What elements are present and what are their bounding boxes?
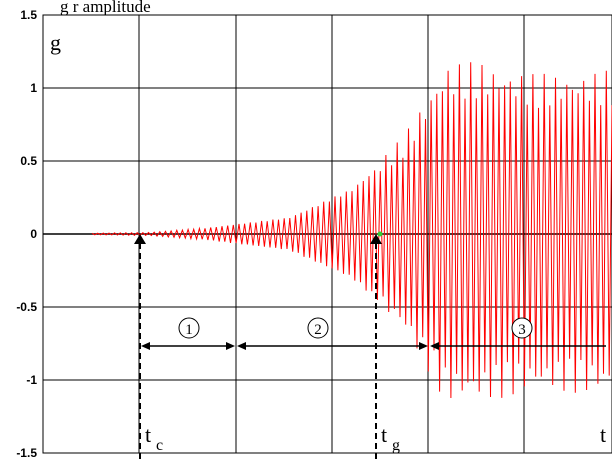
phase-circle-3 [511,317,533,339]
y-tick-label: 1.5 [20,8,37,22]
y-axis-label: g [50,30,61,55]
phase-circle-1 [178,317,200,339]
phase-arrowhead-right-1 [226,342,235,350]
phase-label-1: 1 [185,322,193,338]
marker-subscript-tg: g [392,437,400,454]
phase-label-2: 2 [314,322,322,338]
onset-marker [377,231,383,237]
y-tick-label: -0.5 [16,300,37,314]
phase-arrowhead-left-3 [430,342,439,350]
phase-arrowhead-left-1 [141,342,150,350]
marker-arrowhead [134,234,146,244]
phase-circle-2 [307,317,329,339]
phase-arrowhead-left-2 [237,342,246,350]
chart-caption: g r amplitude [60,0,151,16]
y-tick-label: -1.5 [16,446,37,459]
marker-label-t3: t [600,422,606,447]
series-signal [91,62,612,399]
marker-arrowhead [370,234,382,244]
y-tick-labels: -1.5 -1 -0.5 0 0.5 1 1.5 [16,8,37,459]
marker-label-tg: t [381,422,387,447]
marker-subscript-tc: c [156,437,163,454]
y-tick-label: -1 [26,373,37,387]
y-tick-label: 0.5 [20,154,37,168]
marker-label-tc: t [145,422,151,447]
phase-arrowhead-right-2 [419,342,428,350]
phase-label-3: 3 [518,322,526,338]
y-tick-label: 1 [30,81,37,95]
phase-arrows: 1 2 3 [141,317,606,350]
y-tick-label: 0 [30,227,37,241]
